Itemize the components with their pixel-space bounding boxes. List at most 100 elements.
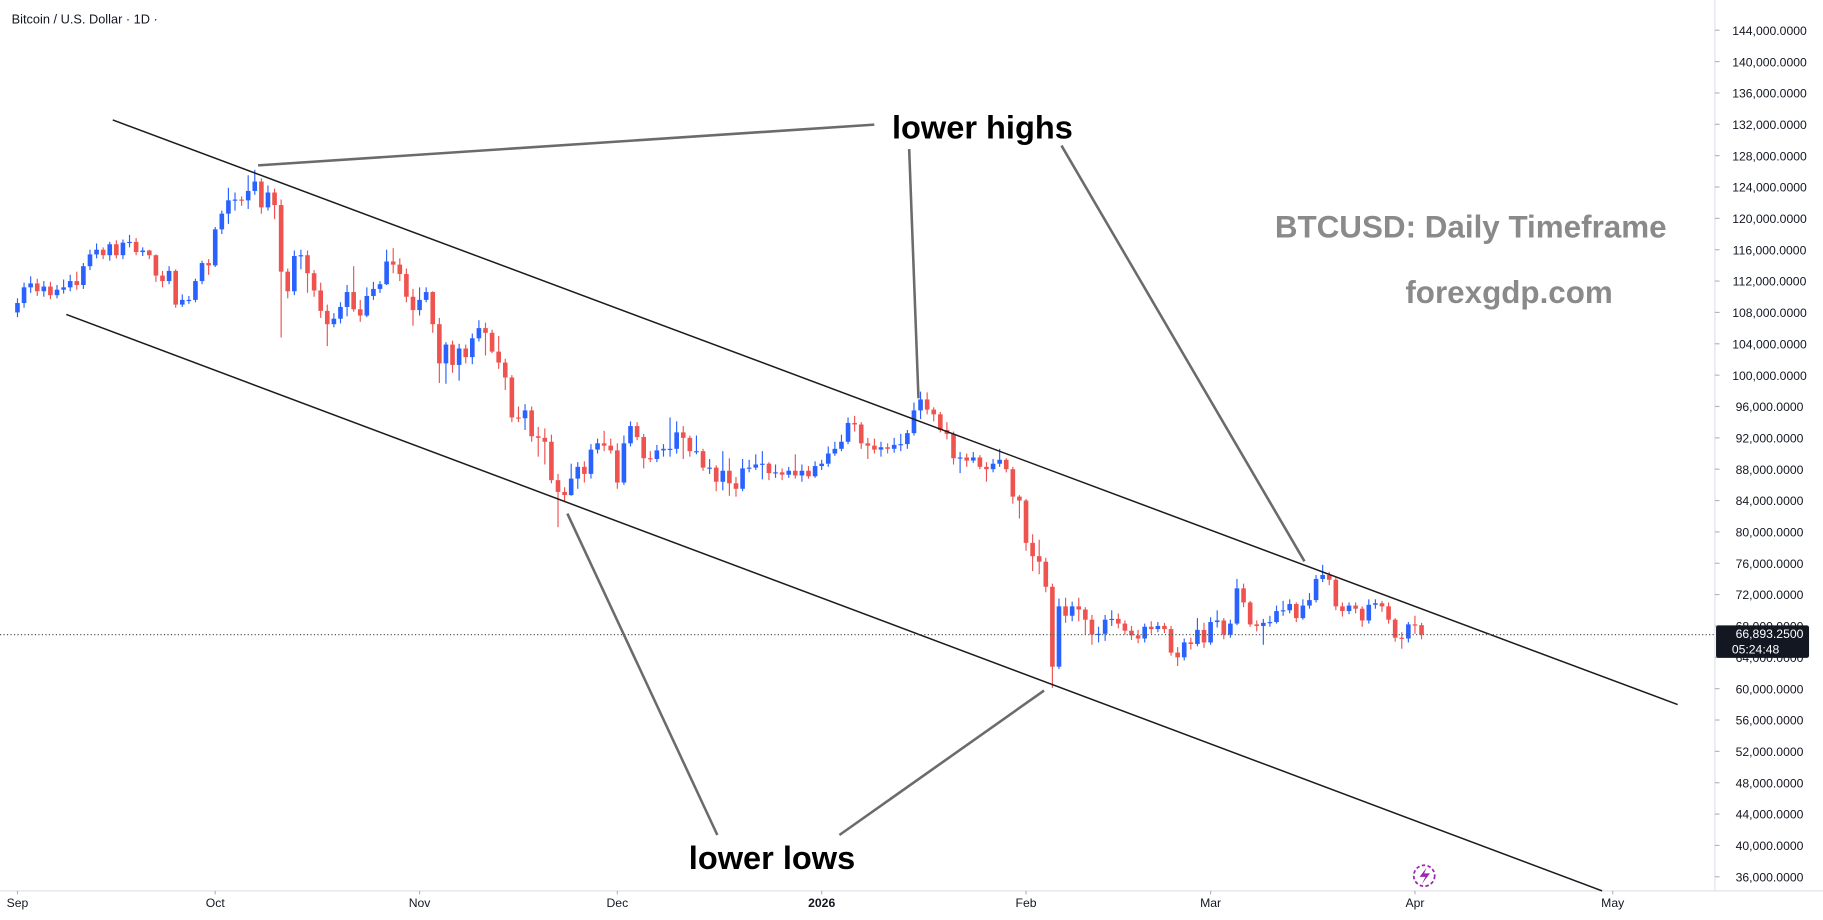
y-tick-label: 128,000.0000: [1732, 149, 1807, 163]
candle-body: [81, 266, 86, 285]
candle-body: [430, 292, 436, 325]
candle-body: [133, 241, 139, 253]
candle-body: [489, 332, 495, 352]
candle-body: [509, 377, 515, 418]
candle-body: [21, 287, 27, 304]
candle-body: [1287, 604, 1293, 611]
candle-body: [206, 263, 211, 266]
candle-body: [463, 348, 469, 358]
candle-body: [54, 289, 60, 296]
candle-body: [845, 422, 851, 442]
candle-body: [476, 328, 482, 339]
candle-body: [733, 483, 739, 489]
candle-body: [1300, 605, 1306, 619]
pointer: [1060, 144, 1306, 562]
candle-body: [377, 284, 383, 289]
candle-body: [496, 351, 501, 363]
candle-body: [252, 181, 258, 191]
candle-body: [641, 437, 647, 459]
countdown: 05:24:48: [1732, 642, 1780, 656]
candle-body: [114, 244, 119, 256]
pointers: [258, 123, 1306, 837]
last-price-label: 66,893.2500: [1736, 627, 1804, 641]
y-tick-label: 40,000.0000: [1736, 839, 1804, 853]
candle-body: [1267, 622, 1273, 624]
candle-body: [647, 458, 653, 460]
candle-body: [1168, 629, 1174, 653]
candle-body: [344, 292, 350, 307]
candle-body: [160, 275, 165, 282]
candle-body: [549, 441, 554, 481]
x-tick-label: 2026: [808, 896, 835, 910]
candle-body: [219, 213, 225, 230]
candle-body: [371, 288, 376, 296]
candle-body: [1346, 605, 1352, 612]
candle-body: [977, 457, 983, 467]
candle-body: [1392, 619, 1398, 638]
candle-body: [67, 281, 73, 288]
candle-body: [1089, 619, 1095, 635]
y-tick-label: 44,000.0000: [1736, 808, 1804, 822]
y-tick-label: 144,000.0000: [1732, 24, 1807, 38]
candle-body: [760, 463, 765, 465]
candle-body: [865, 443, 871, 446]
x-tick-label: Nov: [409, 896, 432, 910]
replay-icon[interactable]: [1412, 864, 1436, 888]
y-tick-label: 92,000.0000: [1736, 431, 1804, 445]
pointer: [838, 689, 1045, 837]
candle-body: [1234, 588, 1240, 624]
candle-body: [278, 205, 284, 272]
candle-body: [938, 414, 943, 431]
candle-body: [318, 290, 324, 311]
y-tick-label: 96,000.0000: [1736, 400, 1804, 414]
candle-body: [1116, 618, 1121, 624]
candle-body: [450, 344, 455, 365]
x-tick-label: Sep: [7, 896, 29, 910]
candle-body: [1063, 606, 1068, 616]
candle-body: [1195, 629, 1200, 644]
candle-body: [390, 261, 396, 265]
channel-upper: [112, 119, 1678, 706]
candle-body: [707, 467, 712, 469]
candle-body: [212, 229, 218, 266]
candle-body: [1228, 623, 1233, 635]
candle-body: [120, 242, 126, 256]
source: forexgdp.com: [1405, 275, 1612, 310]
candle-body: [34, 283, 40, 292]
candle-body: [786, 470, 792, 475]
candle-body: [964, 457, 970, 461]
candle-body: [997, 459, 1002, 464]
candle-body: [1208, 622, 1213, 643]
candle-body: [779, 472, 785, 475]
candle-body: [727, 470, 732, 484]
candle-body: [535, 436, 541, 438]
candle-body: [555, 480, 561, 492]
candle-body: [529, 410, 534, 437]
candle-body: [1056, 606, 1062, 667]
y-tick-label: 80,000.0000: [1736, 526, 1804, 540]
candle-body: [720, 470, 726, 482]
y-tick-label: 84,000.0000: [1736, 494, 1804, 508]
chart-title: Bitcoin / U.S. Dollar · 1D ·: [12, 11, 158, 26]
candle-body: [984, 466, 989, 470]
candle-body: [100, 249, 106, 256]
candle-body: [1386, 606, 1391, 620]
y-tick-label: 124,000.0000: [1732, 181, 1807, 195]
candle-body: [1030, 542, 1035, 557]
candle-body: [437, 324, 442, 364]
candle-body: [1419, 625, 1424, 635]
candle-body: [773, 472, 778, 474]
candle-body: [1406, 624, 1411, 639]
candle-body: [931, 409, 937, 415]
y-tick-label: 108,000.0000: [1732, 306, 1807, 320]
candle-body: [812, 466, 818, 477]
candle-body: [793, 470, 798, 476]
candle-body: [1274, 611, 1279, 623]
candle-body: [924, 399, 930, 410]
candle-body: [694, 451, 699, 453]
candle-body: [199, 263, 205, 282]
candle-body: [885, 447, 890, 449]
candle-body: [404, 274, 409, 297]
candle-body: [1050, 586, 1055, 667]
candle-body: [397, 264, 403, 275]
